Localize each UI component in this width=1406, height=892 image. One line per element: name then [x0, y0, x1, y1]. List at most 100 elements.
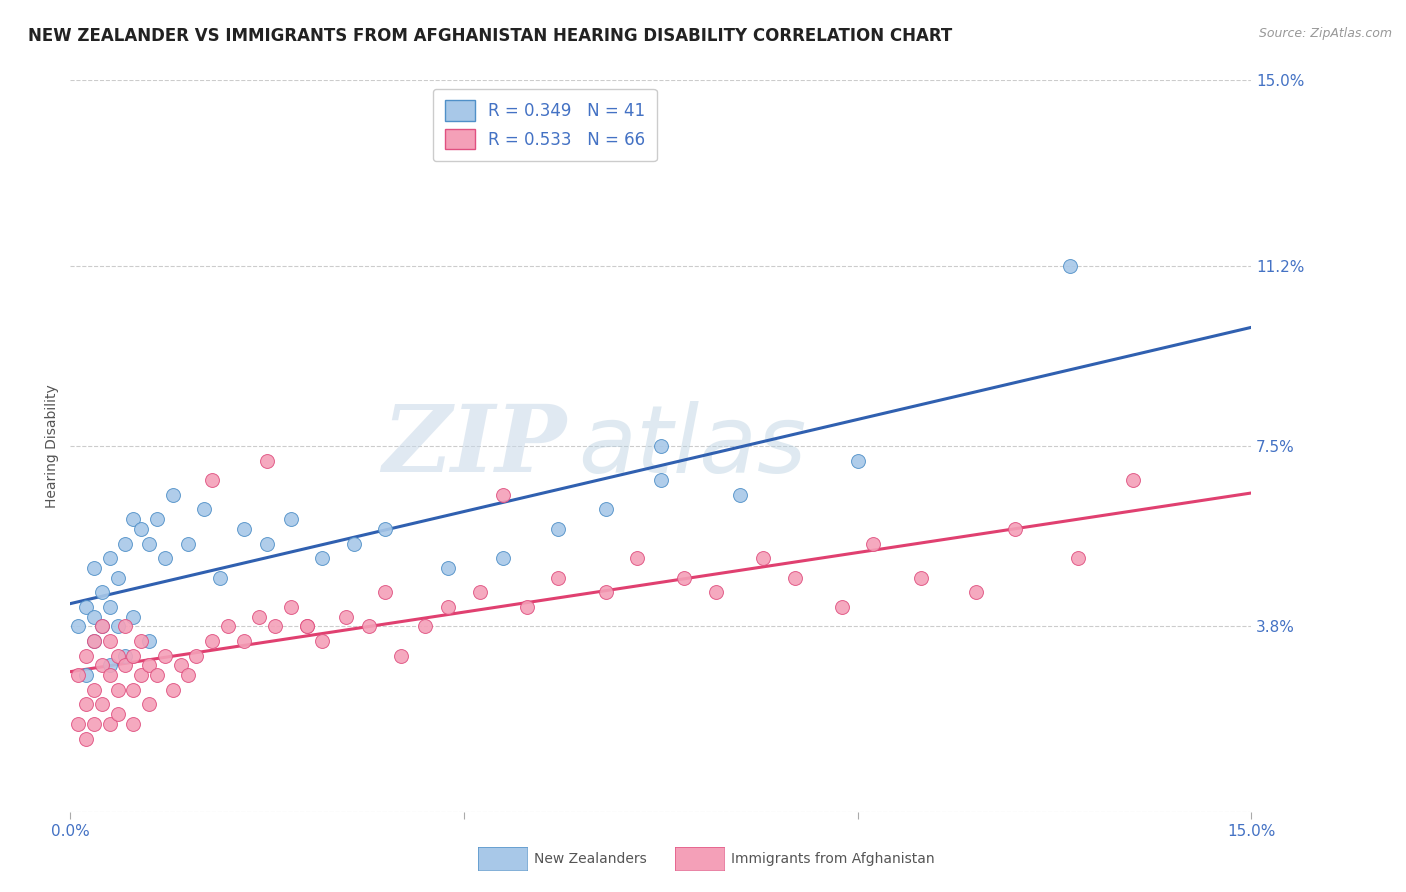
Point	[122, 648, 145, 663]
Point	[98, 658, 121, 673]
Point	[359, 619, 381, 633]
Point	[146, 512, 169, 526]
Text: NEW ZEALANDER VS IMMIGRANTS FROM AFGHANISTAN HEARING DISABILITY CORRELATION CHAR: NEW ZEALANDER VS IMMIGRANTS FROM AFGHANI…	[28, 27, 952, 45]
Point	[114, 536, 136, 550]
Point	[311, 634, 333, 648]
Point	[910, 571, 932, 585]
Point	[673, 571, 696, 585]
Point	[374, 585, 396, 599]
Point	[650, 439, 672, 453]
Point	[83, 717, 105, 731]
Point	[107, 648, 129, 663]
Point	[122, 682, 145, 697]
Point	[437, 561, 460, 575]
Point	[138, 658, 160, 673]
Point	[389, 648, 412, 663]
Point	[437, 599, 460, 614]
Point	[831, 599, 853, 614]
Point	[98, 717, 121, 731]
Point	[311, 551, 333, 566]
Point	[90, 698, 112, 712]
Point	[67, 619, 90, 633]
Point	[90, 619, 112, 633]
Point	[295, 619, 318, 633]
Point	[752, 551, 775, 566]
Point	[492, 551, 515, 566]
Point	[256, 453, 278, 467]
Point	[98, 634, 121, 648]
Point	[153, 551, 176, 566]
Point	[595, 502, 617, 516]
Point	[186, 648, 208, 663]
Text: atlas: atlas	[578, 401, 807, 491]
Point	[138, 698, 160, 712]
Point	[626, 551, 648, 566]
Legend: R = 0.349   N = 41, R = 0.533   N = 66: R = 0.349 N = 41, R = 0.533 N = 66	[433, 88, 657, 161]
Point	[107, 571, 129, 585]
Point	[492, 488, 515, 502]
Point	[1004, 522, 1026, 536]
Point	[1067, 551, 1090, 566]
Point	[468, 585, 491, 599]
Point	[177, 668, 200, 682]
Point	[201, 473, 224, 487]
Point	[169, 658, 191, 673]
Text: Immigrants from Afghanistan: Immigrants from Afghanistan	[731, 852, 935, 865]
Point	[232, 634, 254, 648]
Point	[75, 648, 97, 663]
Point	[232, 522, 254, 536]
Point	[75, 731, 97, 746]
Text: ZIP: ZIP	[382, 401, 567, 491]
Point	[413, 619, 436, 633]
Point	[146, 668, 169, 682]
Point	[83, 609, 105, 624]
Point	[516, 599, 538, 614]
Point	[783, 571, 806, 585]
Point	[129, 668, 152, 682]
Point	[107, 619, 129, 633]
Point	[138, 536, 160, 550]
Point	[114, 648, 136, 663]
Point	[728, 488, 751, 502]
Point	[75, 668, 97, 682]
Point	[846, 453, 869, 467]
Point	[193, 502, 215, 516]
Point	[83, 634, 105, 648]
Point	[256, 536, 278, 550]
Point	[98, 599, 121, 614]
Point	[75, 599, 97, 614]
Point	[650, 473, 672, 487]
Point	[83, 561, 105, 575]
Point	[162, 682, 184, 697]
Point	[107, 682, 129, 697]
Point	[153, 648, 176, 663]
Point	[122, 717, 145, 731]
Point	[122, 512, 145, 526]
Point	[90, 585, 112, 599]
Point	[129, 522, 152, 536]
Point	[90, 619, 112, 633]
Point	[595, 585, 617, 599]
Point	[122, 609, 145, 624]
Point	[129, 634, 152, 648]
Point	[114, 658, 136, 673]
Point	[90, 658, 112, 673]
Point	[374, 522, 396, 536]
Point	[547, 571, 569, 585]
Point	[217, 619, 239, 633]
Point	[704, 585, 727, 599]
Point	[98, 551, 121, 566]
Point	[335, 609, 357, 624]
Point	[1122, 473, 1144, 487]
Point	[98, 668, 121, 682]
Point	[208, 571, 231, 585]
Point	[264, 619, 287, 633]
Point	[83, 682, 105, 697]
Point	[83, 634, 105, 648]
Point	[965, 585, 987, 599]
Point	[67, 717, 90, 731]
Point	[280, 512, 302, 526]
Point	[1059, 259, 1081, 273]
Point	[162, 488, 184, 502]
Point	[75, 698, 97, 712]
